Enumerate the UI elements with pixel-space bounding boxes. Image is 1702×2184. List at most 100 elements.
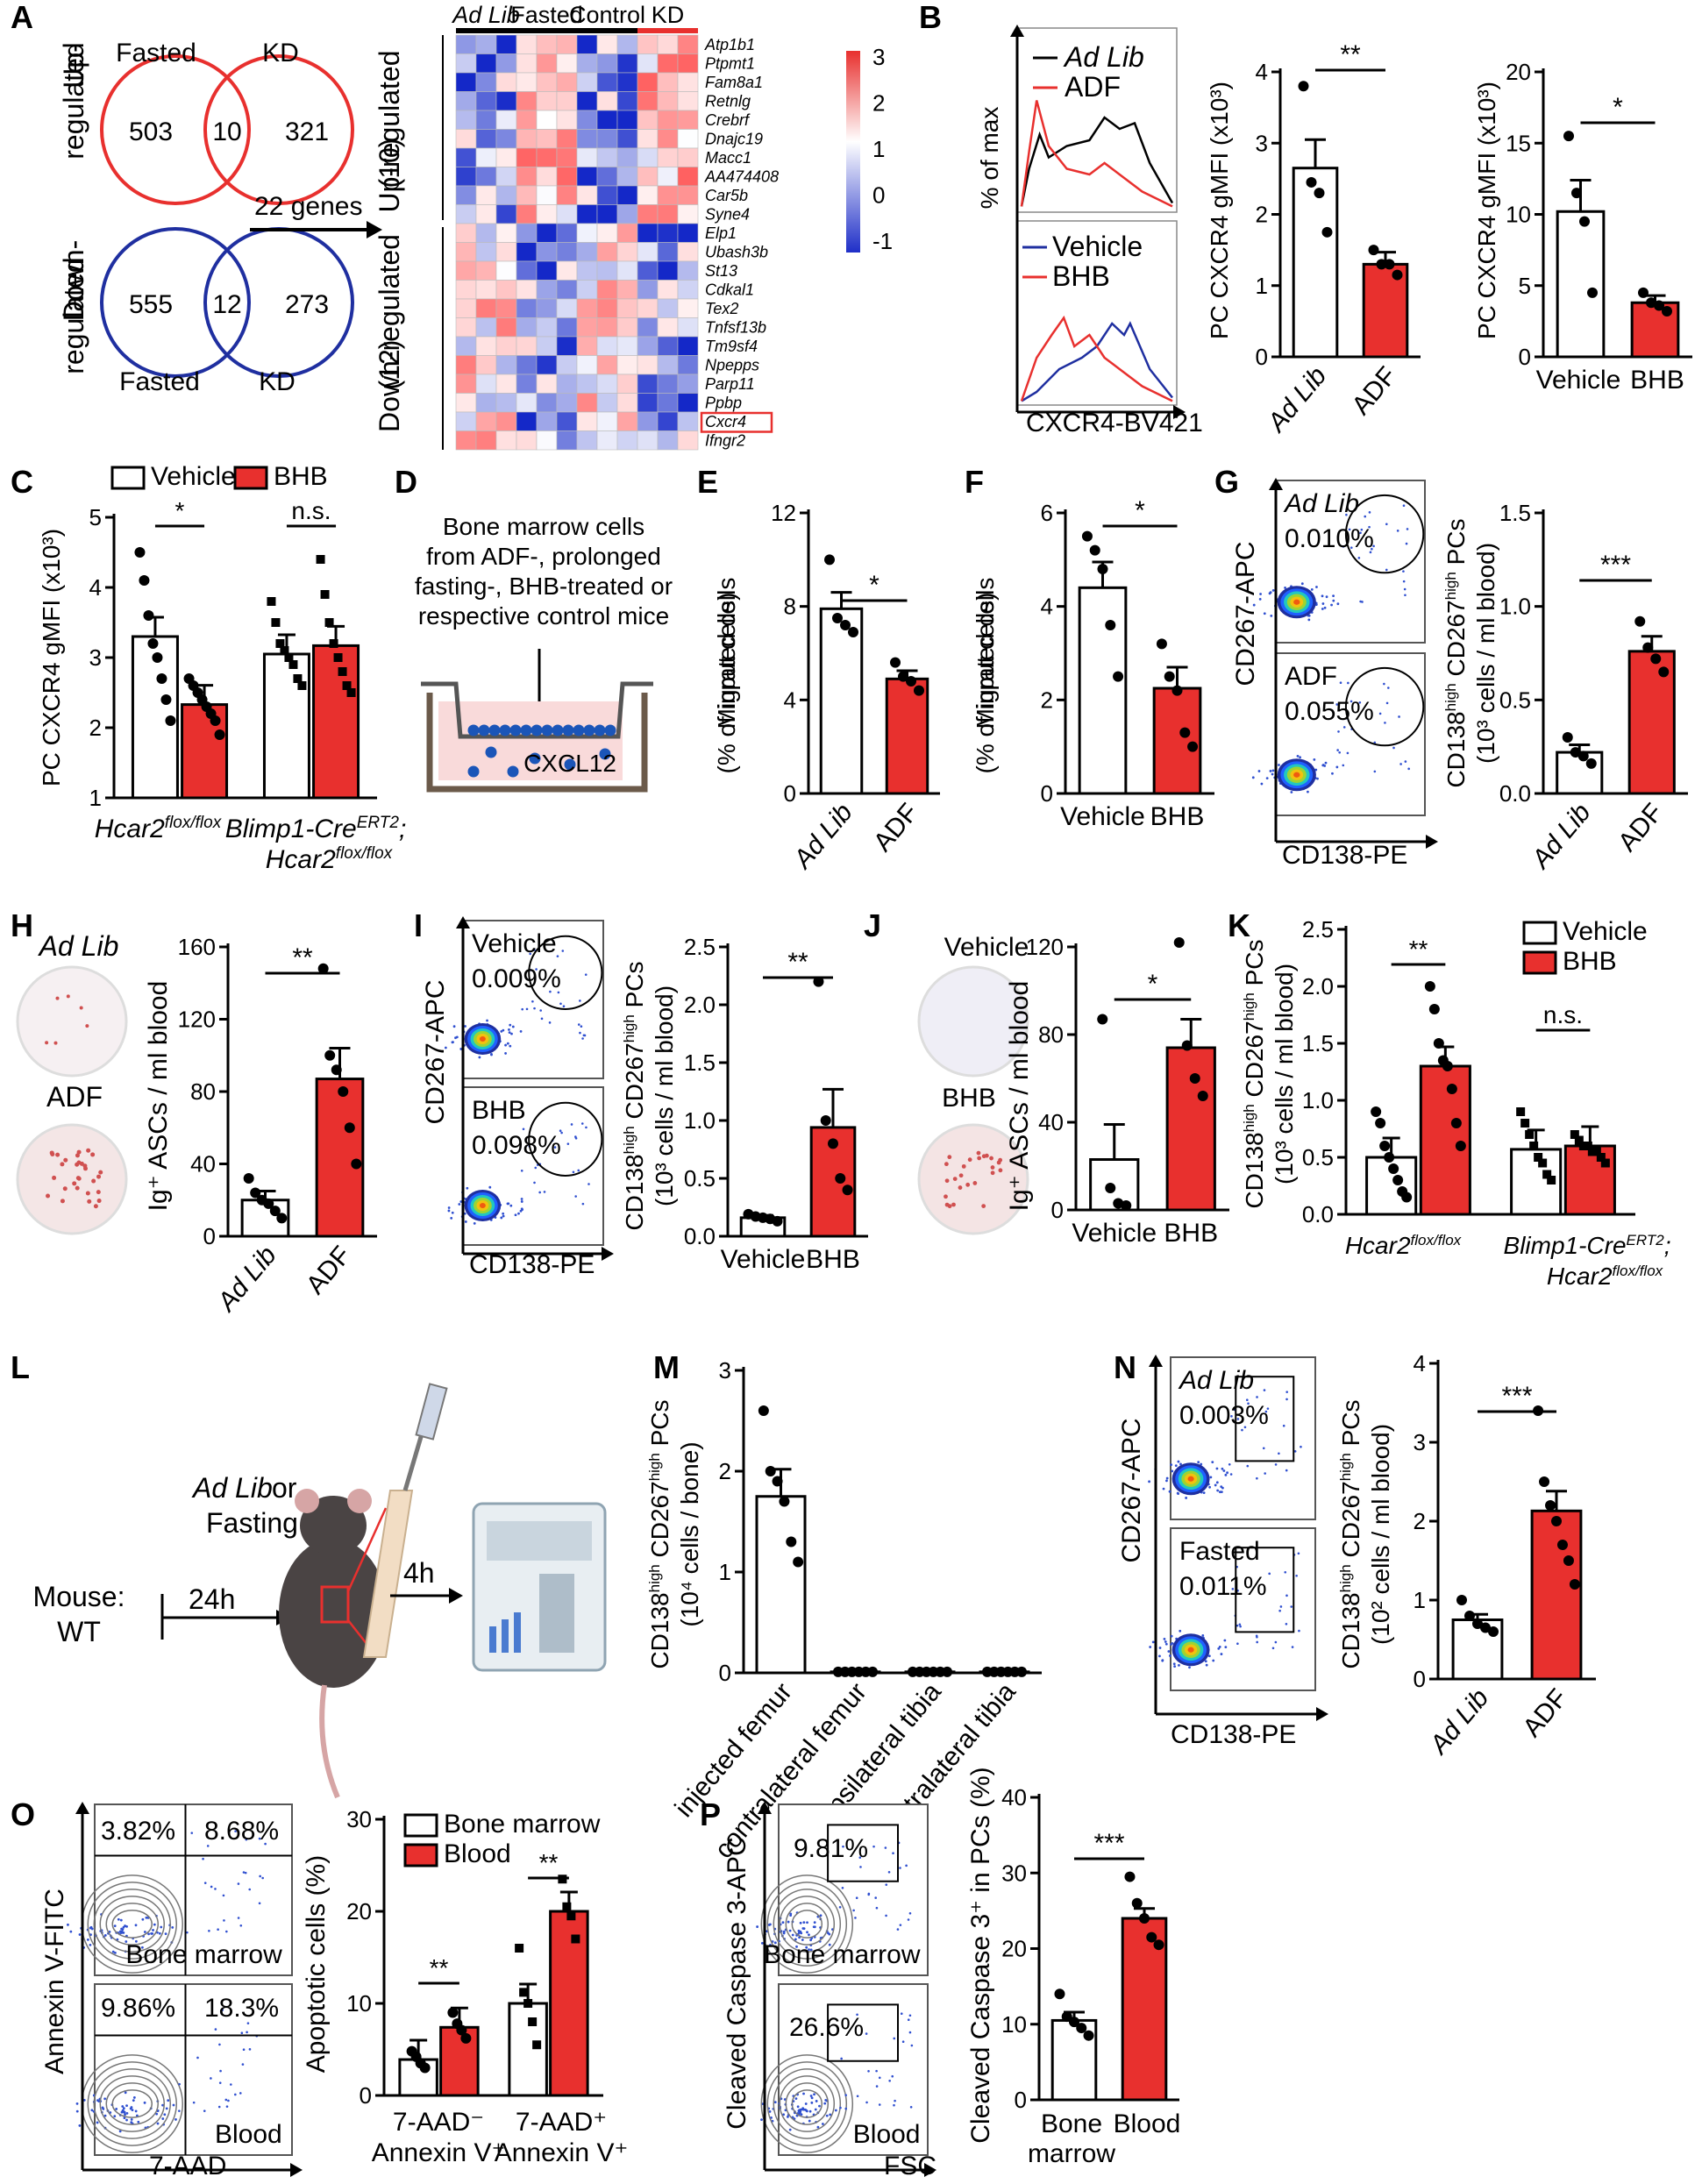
flow-y-label: Cleaved Caspase 3-APC <box>723 1837 751 2130</box>
y-axis-label: CD138high​ CD267high​ PCs <box>1337 1399 1364 1668</box>
flow-gate-percent: 26.6% <box>789 2013 864 2042</box>
flow-event <box>876 1907 879 1910</box>
venn-count: 555 <box>129 290 173 319</box>
bar-chart-f: 0246 *Vehicle BHB <box>1041 496 1214 831</box>
gene-label: Cdkal1 <box>705 281 754 299</box>
heatmap-cell <box>678 431 698 451</box>
flow-event <box>1239 1623 1242 1626</box>
heatmap-cell <box>617 394 637 413</box>
flow-event <box>1264 1472 1266 1475</box>
data-point <box>345 1122 355 1133</box>
flow-event <box>1340 681 1342 684</box>
flow-event <box>1361 601 1364 603</box>
flow-event <box>520 1030 523 1033</box>
y-tick-label: 12 <box>771 500 796 526</box>
heatmap-cell <box>597 318 617 338</box>
flow-event <box>120 1931 123 1934</box>
flow-plot-p-top: Bone marrow <box>756 1804 928 1975</box>
heatmap-cell <box>516 356 537 375</box>
significance-label: *** <box>1600 551 1631 580</box>
heatmap-cell <box>597 130 617 149</box>
heatmap-cell <box>658 318 678 338</box>
heatmap-cell <box>476 394 496 413</box>
cell-dot <box>500 725 511 736</box>
flow-event <box>500 1217 502 1220</box>
colorbar-tick: 3 <box>872 44 885 70</box>
heatmap-cell <box>496 167 516 187</box>
flow-event <box>909 1912 912 1915</box>
elispot-spot <box>53 1042 57 1045</box>
bar <box>757 1497 805 1673</box>
panel-letter: M <box>653 1349 680 1385</box>
flow-event <box>115 2108 118 2110</box>
flow-event <box>584 1035 587 1037</box>
flow-event <box>1170 1463 1172 1466</box>
flow-event <box>238 1882 240 1885</box>
data-point <box>325 618 334 627</box>
bar <box>264 654 309 798</box>
category-label: marrow <box>1028 2139 1115 2168</box>
y-tick-label: 3 <box>89 644 102 671</box>
bar <box>314 645 359 798</box>
y-tick-label: 160 <box>178 934 216 960</box>
significance-label: n.s. <box>291 497 331 524</box>
y-axis-label: (10³ cells / ml blood) <box>1271 964 1298 1184</box>
flow-event <box>581 1122 584 1125</box>
heatmap-cell <box>456 356 476 375</box>
data-point <box>840 620 851 630</box>
heatmap-cell <box>577 186 597 205</box>
flow-event <box>879 2103 881 2106</box>
flow-event <box>243 1871 246 1874</box>
flow-event <box>160 1926 162 1929</box>
data-point <box>1174 937 1185 948</box>
flow-event <box>214 1888 217 1890</box>
flow-event <box>1369 511 1371 514</box>
y-tick-label: 0 <box>784 780 796 807</box>
heatmap-cell <box>577 261 597 281</box>
heatmap-cell <box>516 92 537 111</box>
heatmap-cell <box>658 130 678 149</box>
flow-event <box>218 2044 221 2046</box>
flow-event <box>1275 1641 1278 1644</box>
flow-event <box>502 1213 504 1215</box>
flow-event <box>1316 778 1319 780</box>
heatmap-cell <box>456 205 476 224</box>
heatmap-cell <box>617 374 637 394</box>
heatmap-cell <box>557 130 577 149</box>
gene-label: Parp11 <box>705 375 755 393</box>
cell-dot <box>489 725 501 736</box>
condition-label: Ad Lib <box>191 1472 273 1504</box>
flow-event <box>1295 1575 1298 1577</box>
heatmap-cell <box>678 281 698 300</box>
flow-event <box>210 1886 213 1889</box>
heatmap-cell <box>597 35 617 54</box>
time-label: 24h <box>189 1583 235 1615</box>
flow-event <box>544 1191 546 1193</box>
flow-plot-g-top: Ad Lib0.010% <box>1253 480 1425 643</box>
timeline-arrowhead <box>449 1588 463 1604</box>
data-point <box>1157 638 1167 649</box>
flow-event <box>1324 607 1327 609</box>
venn-label: regulated <box>58 42 89 159</box>
heatmap-cell <box>476 167 496 187</box>
flow-event <box>760 2118 763 2121</box>
cytometer-port <box>539 1574 574 1653</box>
elispot-spot <box>63 1186 68 1191</box>
flow-event <box>1383 683 1385 686</box>
elispot-spot <box>945 1178 950 1183</box>
flow-y-label: CD267-APC <box>1231 541 1260 686</box>
flow-event <box>124 2113 126 2116</box>
flow-event <box>1294 1450 1297 1453</box>
heatmap-cell <box>496 130 516 149</box>
colorbar-tick: 2 <box>872 90 885 117</box>
flow-event <box>509 1024 511 1027</box>
cytometer-bar <box>514 1612 521 1653</box>
flow-event <box>215 2028 217 2031</box>
y-tick-label: 40 <box>1038 1109 1064 1135</box>
heatmap-cell <box>637 281 658 300</box>
flow-event <box>227 2100 230 2102</box>
y-tick-label: 0 <box>203 1223 216 1249</box>
heatmap-cell <box>617 281 637 300</box>
flow-event <box>835 2109 837 2112</box>
flow-x-label: CD138-PE <box>1171 1720 1296 1749</box>
